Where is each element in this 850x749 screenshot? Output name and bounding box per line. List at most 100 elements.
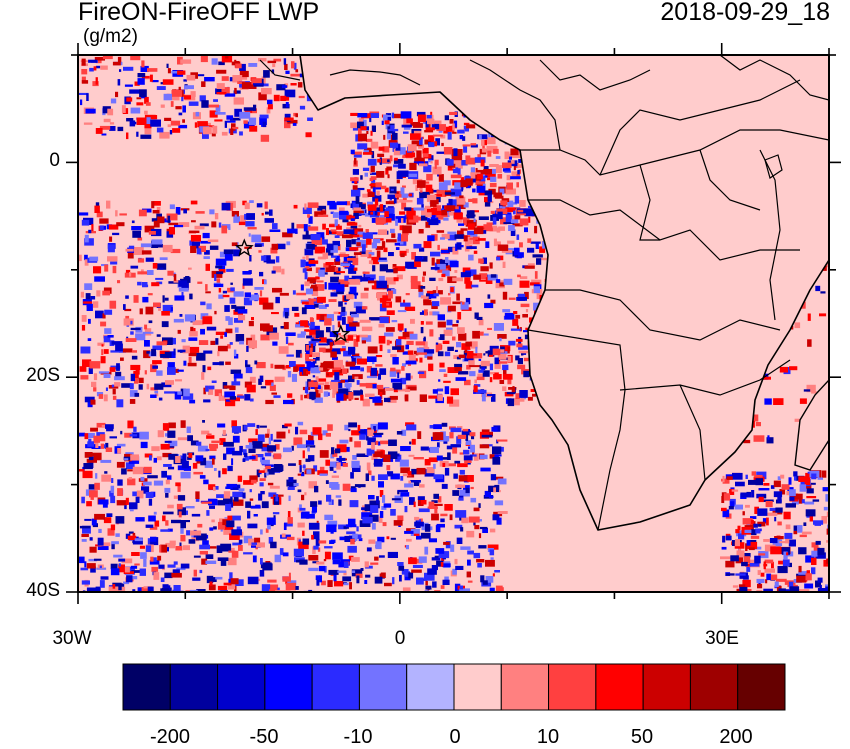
cloud-speckle <box>419 191 431 199</box>
cloud-speckle <box>111 384 115 388</box>
cloud-speckle <box>448 246 457 253</box>
cloud-speckle <box>180 534 186 542</box>
cloud-speckle <box>295 113 298 118</box>
cloud-speckle <box>730 501 735 506</box>
cloud-speckle <box>215 338 219 345</box>
cloud-speckle <box>826 540 829 543</box>
cloud-speckle <box>120 430 123 435</box>
cloud-speckle <box>424 309 428 316</box>
cloud-speckle <box>261 584 271 592</box>
cloud-speckle <box>249 498 254 501</box>
cloud-speckle <box>236 395 244 399</box>
cloud-speckle <box>281 85 288 88</box>
cloud-speckle <box>362 398 370 407</box>
cloud-speckle <box>318 500 322 505</box>
cloud-speckle <box>175 546 183 551</box>
cloud-speckle <box>182 345 190 354</box>
cloud-speckle <box>385 218 392 223</box>
cloud-speckle <box>748 479 758 485</box>
cloud-speckle <box>448 198 453 207</box>
cloud-speckle <box>312 334 319 341</box>
cloud-speckle <box>365 274 376 280</box>
cloud-speckle <box>429 277 436 281</box>
cloud-speckle <box>131 355 138 360</box>
cloud-speckle <box>517 274 521 278</box>
cloud-speckle <box>217 500 226 506</box>
cloud-speckle <box>316 578 320 586</box>
cloud-speckle <box>197 281 203 284</box>
cloud-speckle <box>90 427 98 432</box>
cloud-speckle <box>773 491 783 498</box>
cloud-speckle <box>164 487 171 493</box>
country-borders <box>259 55 829 531</box>
cloud-speckle <box>80 346 91 354</box>
cloud-speckle <box>93 387 97 392</box>
cloud-speckle <box>271 312 279 315</box>
cloud-speckle <box>201 372 205 380</box>
cloud-speckle <box>376 190 380 196</box>
cloud-speckle <box>418 556 427 563</box>
cloud-speckle <box>336 271 345 274</box>
cloud-speckle <box>116 363 120 371</box>
cloud-speckle <box>137 271 148 275</box>
cloud-speckle <box>95 77 98 85</box>
cloud-speckle <box>146 383 150 390</box>
cloud-speckle <box>524 291 529 299</box>
cloud-speckle <box>489 454 499 459</box>
cloud-speckle <box>721 546 727 550</box>
cloud-speckle <box>249 455 256 460</box>
cloud-speckle <box>490 176 497 182</box>
cloud-speckle <box>410 480 421 483</box>
cloud-speckle <box>757 570 761 575</box>
cloud-speckle <box>126 97 133 102</box>
cloud-speckle <box>138 377 144 383</box>
cloud-speckle <box>469 432 476 437</box>
cloud-speckle <box>417 498 424 506</box>
cloud-speckle <box>478 358 482 361</box>
cloud-speckle <box>137 237 143 241</box>
cloud-speckle <box>821 516 828 524</box>
cloud-speckle <box>292 290 296 295</box>
cloud-speckle <box>202 420 205 423</box>
cloud-speckle <box>317 256 327 260</box>
cloud-speckle-layer <box>78 55 829 592</box>
cloud-speckle <box>496 256 501 261</box>
cloud-speckle <box>127 420 134 429</box>
cloud-speckle <box>462 301 465 305</box>
cloud-speckle <box>134 563 140 566</box>
cloud-speckle <box>151 115 158 120</box>
cloud-speckle <box>174 391 182 400</box>
colorbar-swatch <box>358 663 408 711</box>
cloud-speckle <box>436 124 446 131</box>
cloud-speckle <box>327 230 336 235</box>
cloud-speckle <box>218 470 221 478</box>
cloud-speckle <box>105 447 113 452</box>
cloud-speckle <box>144 110 148 115</box>
cloud-speckle <box>160 588 169 592</box>
cloud-speckle <box>459 585 464 590</box>
cloud-speckle <box>530 241 541 244</box>
cloud-speckle <box>394 157 398 161</box>
cloud-speckle <box>134 538 143 542</box>
cloud-speckle <box>258 470 265 473</box>
cloud-speckle <box>497 353 507 360</box>
cloud-speckle <box>244 246 252 249</box>
cloud-speckle <box>110 485 115 493</box>
cloud-speckle <box>351 229 359 234</box>
cloud-speckle <box>332 386 339 395</box>
cloud-speckle <box>88 456 94 461</box>
cloud-speckle <box>148 515 156 522</box>
cloud-speckle <box>208 104 219 108</box>
cloud-speckle <box>336 225 342 230</box>
cloud-speckle <box>207 239 219 243</box>
cloud-speckle <box>374 576 383 584</box>
cloud-speckle <box>456 537 463 544</box>
cloud-speckle <box>456 242 462 250</box>
cloud-speckle <box>404 483 414 488</box>
cloud-speckle <box>756 493 767 499</box>
cloud-speckle <box>223 441 234 447</box>
colorbar-label: -50 <box>249 726 279 748</box>
cloud-speckle <box>200 457 207 466</box>
cloud-speckle <box>406 538 412 542</box>
cloud-speckle <box>457 463 468 468</box>
